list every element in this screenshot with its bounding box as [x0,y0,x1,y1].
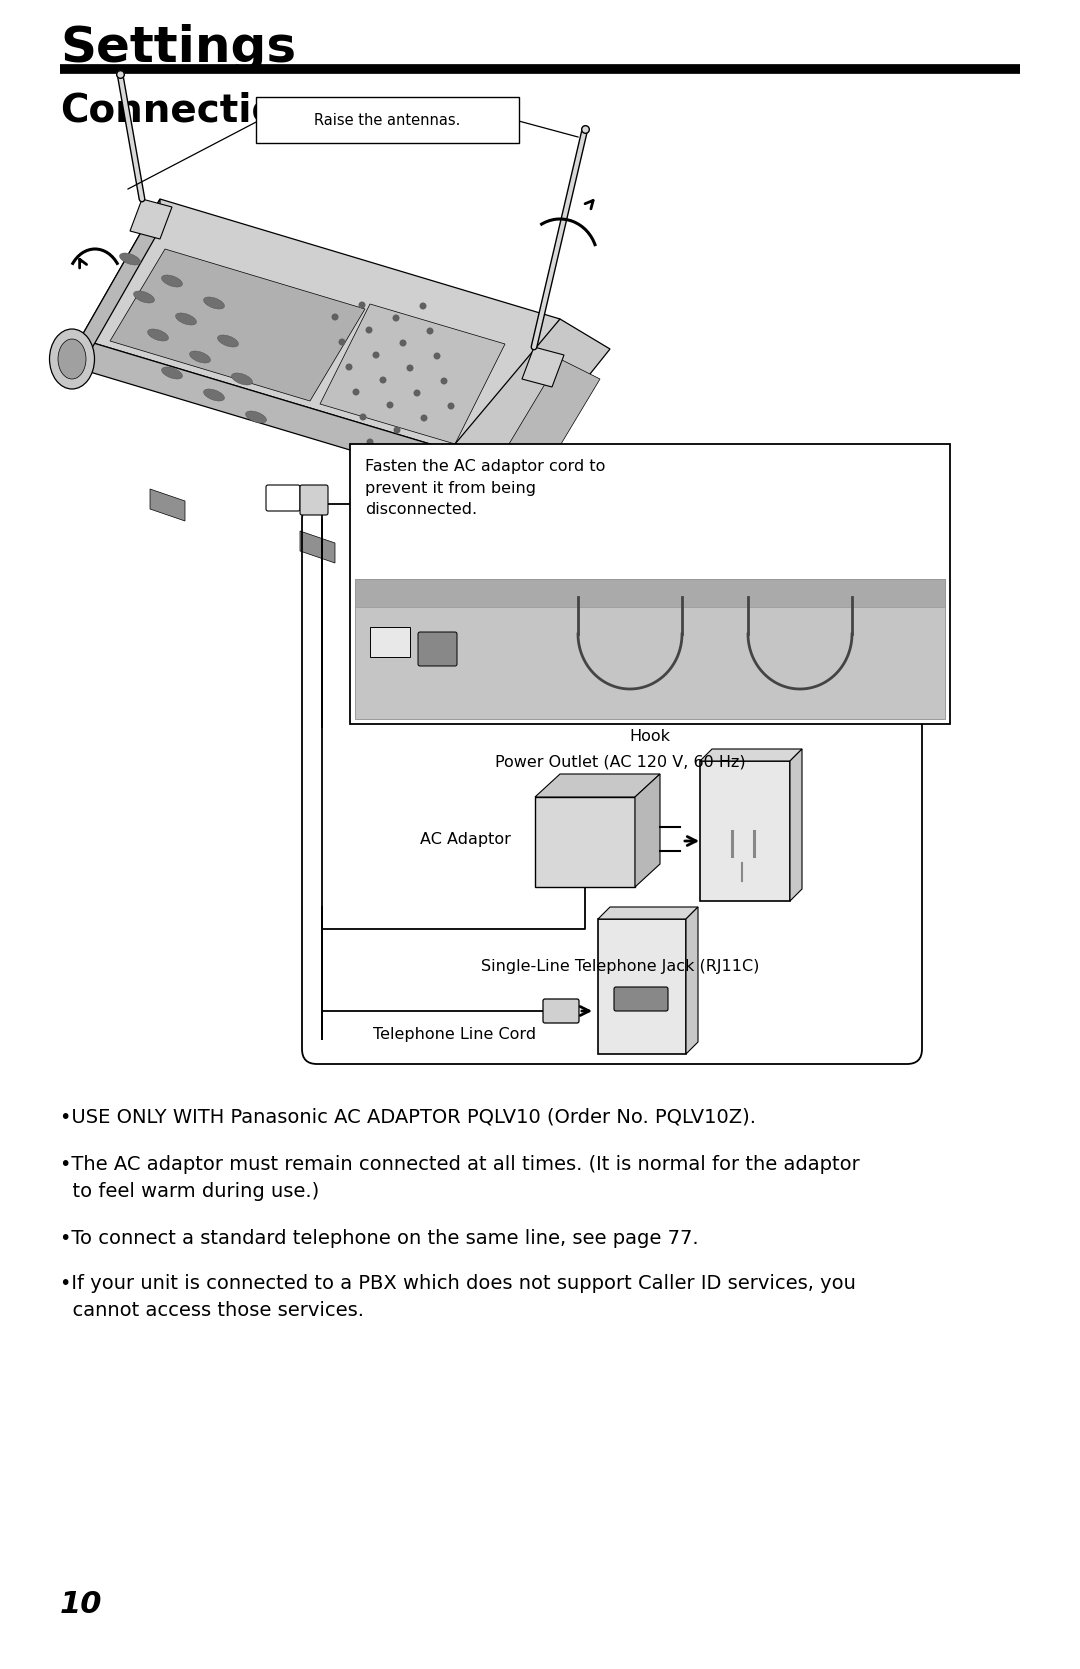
Circle shape [346,364,352,371]
FancyBboxPatch shape [266,486,300,511]
Polygon shape [80,199,561,459]
Circle shape [352,389,360,396]
Ellipse shape [162,367,183,379]
Ellipse shape [231,372,253,386]
Text: Settings: Settings [60,23,296,72]
Text: Hook: Hook [630,729,671,744]
FancyBboxPatch shape [256,97,519,144]
Polygon shape [700,749,802,761]
Ellipse shape [203,389,225,401]
Circle shape [360,414,366,421]
Text: •USE ONLY WITH Panasonic AC ADAPTOR PQLV10 (Order No. PQLV10Z).: •USE ONLY WITH Panasonic AC ADAPTOR PQLV… [60,1107,756,1127]
Polygon shape [598,906,698,920]
Ellipse shape [162,275,183,287]
Polygon shape [522,347,564,387]
Circle shape [392,314,400,322]
Polygon shape [686,906,698,1055]
Polygon shape [300,531,335,562]
Bar [355,579,945,608]
Circle shape [338,339,346,345]
Circle shape [373,352,379,359]
Ellipse shape [50,329,95,389]
Circle shape [420,414,428,422]
Circle shape [406,364,414,372]
Text: Power Outlet (AC 120 V, 60 Hz): Power Outlet (AC 120 V, 60 Hz) [495,754,745,769]
Circle shape [379,377,387,384]
Circle shape [441,377,447,384]
Text: Connections: Connections [60,92,329,129]
Circle shape [359,302,365,309]
FancyBboxPatch shape [300,486,328,516]
Polygon shape [80,199,160,369]
Circle shape [419,302,427,309]
FancyBboxPatch shape [350,444,950,724]
Text: Telephone Line Cord: Telephone Line Cord [374,1026,537,1041]
Polygon shape [450,572,485,604]
Text: •To connect a standard telephone on the same line, see page 77.: •To connect a standard telephone on the … [60,1228,699,1248]
Bar [700,761,789,901]
Polygon shape [455,319,610,474]
Polygon shape [535,774,660,798]
Circle shape [365,327,373,334]
Text: AC Adaptor: AC Adaptor [420,831,511,846]
Circle shape [393,427,401,434]
Text: Single-Line Telephone Jack (RJ11C): Single-Line Telephone Jack (RJ11C) [481,960,759,975]
Circle shape [427,327,433,334]
Polygon shape [789,749,802,901]
Ellipse shape [148,329,168,340]
Polygon shape [110,249,365,401]
FancyBboxPatch shape [543,1000,579,1023]
Ellipse shape [203,297,225,309]
Circle shape [414,389,420,397]
Circle shape [400,339,406,347]
Circle shape [433,352,441,359]
Bar [355,579,945,719]
Circle shape [332,314,338,320]
Polygon shape [535,798,635,886]
Polygon shape [480,319,561,489]
Ellipse shape [134,290,154,304]
Polygon shape [320,304,505,444]
Circle shape [447,402,455,409]
FancyBboxPatch shape [418,633,457,666]
Polygon shape [635,774,660,886]
Ellipse shape [217,335,239,347]
Bar [598,920,686,1055]
Text: Fasten the AC adaptor cord to
prevent it from being
disconnected.: Fasten the AC adaptor cord to prevent it… [365,459,606,517]
Text: •If your unit is connected to a PBX which does not support Caller ID services, y: •If your unit is connected to a PBX whic… [60,1273,855,1320]
Ellipse shape [58,339,86,379]
Text: •The AC adaptor must remain connected at all times. (It is normal for the adapto: •The AC adaptor must remain connected at… [60,1155,860,1200]
Bar [370,628,410,658]
FancyBboxPatch shape [615,986,669,1011]
Ellipse shape [120,254,140,265]
Polygon shape [130,199,172,239]
Ellipse shape [245,411,267,422]
Circle shape [366,439,374,446]
Ellipse shape [176,314,197,325]
Text: 10: 10 [60,1591,103,1619]
Circle shape [387,402,393,409]
Polygon shape [150,489,185,521]
Polygon shape [80,339,480,489]
Polygon shape [500,359,600,479]
Text: Raise the antennas.: Raise the antennas. [314,112,461,127]
Ellipse shape [189,350,211,364]
